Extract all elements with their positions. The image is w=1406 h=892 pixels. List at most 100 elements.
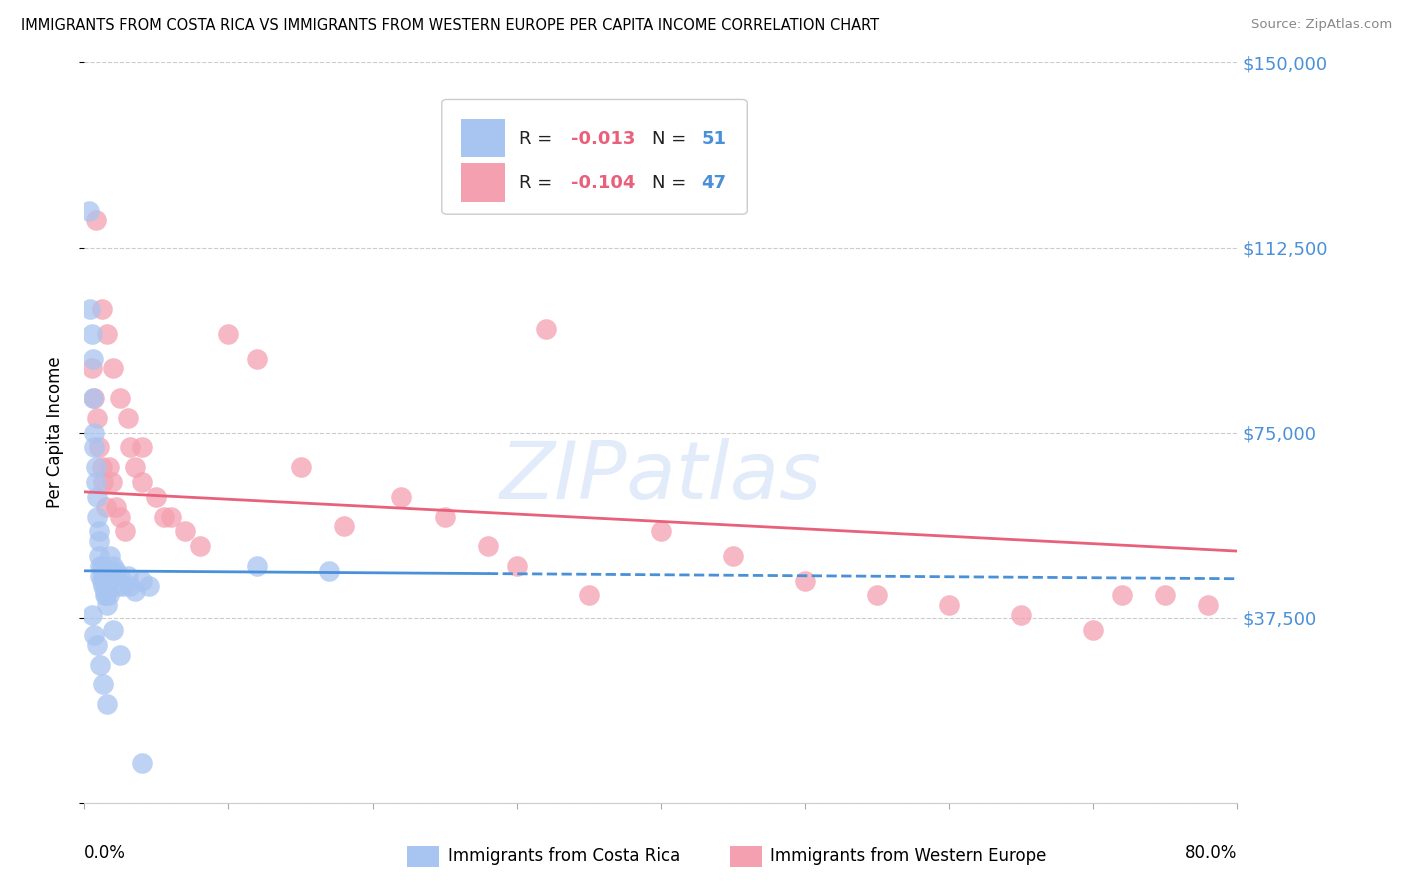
Point	[91, 475, 114, 489]
Point	[83, 391, 105, 405]
Point	[1010, 608, 1032, 623]
Text: Immigrants from Costa Rica: Immigrants from Costa Rica	[447, 847, 679, 865]
Point	[80, 361, 103, 376]
Point	[866, 589, 889, 603]
Point	[506, 558, 529, 573]
Point	[110, 509, 132, 524]
Point	[117, 410, 139, 425]
Point	[290, 460, 312, 475]
Point	[96, 583, 118, 598]
Point	[131, 756, 153, 771]
Point	[117, 568, 139, 582]
Point	[112, 579, 135, 593]
Point	[90, 574, 112, 588]
Point	[91, 677, 114, 691]
Point	[91, 579, 114, 593]
Point	[433, 509, 456, 524]
Point	[131, 475, 153, 489]
Text: 0.0%: 0.0%	[84, 844, 127, 862]
Point	[578, 589, 600, 603]
Point	[77, 203, 100, 218]
Point	[103, 623, 124, 637]
Point	[96, 326, 118, 341]
Text: R =: R =	[519, 129, 558, 148]
Point	[246, 558, 269, 573]
FancyBboxPatch shape	[461, 163, 505, 202]
Point	[105, 500, 128, 514]
Point	[82, 391, 104, 405]
Point	[131, 441, 153, 455]
Point	[98, 549, 121, 563]
Point	[86, 638, 108, 652]
Point	[110, 568, 132, 582]
Point	[86, 410, 108, 425]
Point	[97, 589, 120, 603]
Point	[333, 519, 356, 533]
Point	[84, 460, 107, 475]
Point	[93, 589, 115, 603]
Point	[650, 524, 672, 539]
Point	[94, 579, 117, 593]
Y-axis label: Per Capita Income: Per Capita Income	[45, 357, 63, 508]
Point	[82, 351, 104, 366]
Point	[110, 391, 132, 405]
Point	[105, 564, 128, 578]
Point	[794, 574, 817, 588]
Point	[160, 509, 183, 524]
Text: Source: ZipAtlas.com: Source: ZipAtlas.com	[1251, 18, 1392, 31]
Text: N =: N =	[651, 174, 692, 192]
Point	[79, 302, 101, 317]
Point	[80, 608, 103, 623]
Point	[145, 490, 167, 504]
Point	[100, 564, 122, 578]
Point	[91, 568, 114, 582]
Point	[477, 539, 499, 553]
Point	[103, 558, 124, 573]
Point	[83, 425, 105, 440]
Bar	[408, 847, 440, 867]
Point	[94, 500, 117, 514]
Point	[87, 534, 110, 549]
Point	[1198, 599, 1220, 613]
Point	[87, 524, 110, 539]
Point	[318, 564, 340, 578]
FancyBboxPatch shape	[461, 119, 505, 157]
Point	[80, 326, 103, 341]
Text: IMMIGRANTS FROM COSTA RICA VS IMMIGRANTS FROM WESTERN EUROPE PER CAPITA INCOME C: IMMIGRANTS FROM COSTA RICA VS IMMIGRANTS…	[21, 18, 879, 33]
Point	[124, 460, 146, 475]
Point	[1111, 589, 1133, 603]
FancyBboxPatch shape	[441, 99, 748, 214]
Point	[114, 524, 136, 539]
Point	[534, 322, 557, 336]
Point	[391, 490, 413, 504]
Point	[1083, 623, 1105, 637]
Point	[174, 524, 197, 539]
Point	[152, 509, 174, 524]
Point	[87, 549, 110, 563]
Point	[188, 539, 211, 553]
Text: Immigrants from Western Europe: Immigrants from Western Europe	[770, 847, 1046, 865]
Point	[120, 579, 142, 593]
Point	[89, 558, 111, 573]
Point	[86, 509, 108, 524]
Point	[100, 475, 122, 489]
Point	[1154, 589, 1177, 603]
Text: 80.0%: 80.0%	[1185, 844, 1237, 862]
Text: -0.013: -0.013	[571, 129, 636, 148]
Point	[89, 657, 111, 672]
Point	[97, 460, 120, 475]
Point	[93, 583, 115, 598]
Text: 47: 47	[702, 174, 725, 192]
Point	[110, 648, 132, 662]
Point	[83, 628, 105, 642]
Bar	[730, 847, 762, 867]
Point	[938, 599, 960, 613]
Text: -0.104: -0.104	[571, 174, 636, 192]
Point	[90, 460, 112, 475]
Point	[96, 599, 118, 613]
Point	[103, 361, 124, 376]
Point	[246, 351, 269, 366]
Point	[86, 490, 108, 504]
Text: 51: 51	[702, 129, 725, 148]
Point	[84, 213, 107, 227]
